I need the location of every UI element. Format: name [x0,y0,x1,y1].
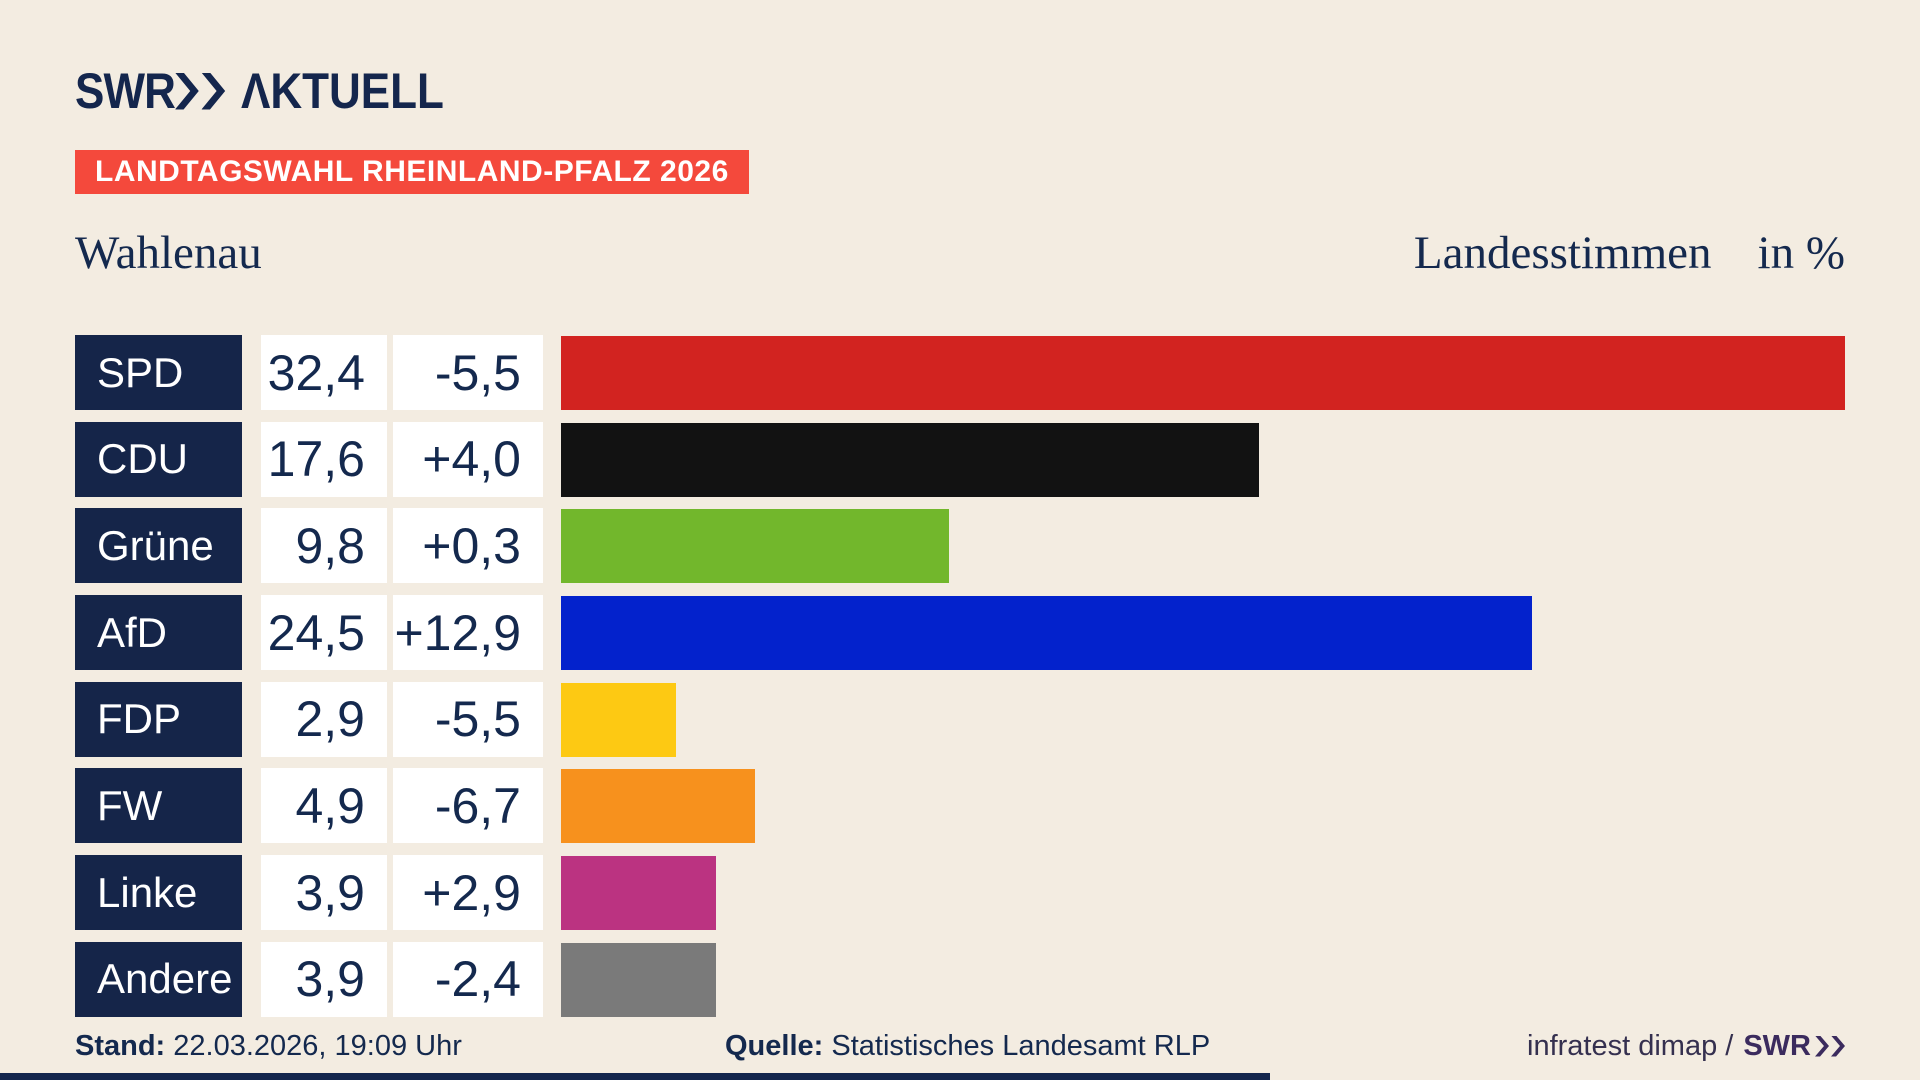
logo-aktuell-text: ΛKTUELL [241,63,444,119]
result-bar [561,336,1845,410]
region-title: Wahlenau [75,227,262,279]
measure-title: Landesstimmen in % [1414,226,1845,280]
result-bar [561,942,716,1017]
logo-swr-text: SWR [75,63,176,119]
change-cell: +4,0 [393,421,543,497]
stand-value: 22.03.2026, 19:09 Uhr [173,1030,462,1062]
unit-label: in % [1757,227,1845,279]
change-cell: -2,4 [393,941,543,1017]
value-cell: 17,6 [261,421,387,497]
value-cell: 24,5 [261,595,387,671]
change-cell: +12,9 [393,595,543,671]
chevron-right-icon [201,72,226,110]
result-bar [561,422,1259,497]
chevron-right-icon [175,72,199,110]
party-label: CDU [75,421,242,497]
footer: Stand: 22.03.2026, 19:09 Uhr Quelle: Sta… [75,1029,1845,1065]
change-cell: +0,3 [393,508,543,584]
party-label: AfD [75,595,242,671]
result-bar [561,509,950,584]
result-bar [561,596,1532,671]
credit-swr-logo: SWR [1743,1030,1811,1062]
source-label: Quelle: [725,1030,824,1062]
party-label: FW [75,768,242,844]
party-label: Grüne [75,508,242,584]
change-cell: -5,5 [393,681,543,757]
result-bar [561,769,756,844]
result-bar [561,682,676,757]
party-label: FDP [75,681,242,757]
value-cell: 3,9 [261,941,387,1017]
value-cell: 2,9 [261,681,387,757]
credit-note: infratest dimap / SWR [1527,1029,1845,1063]
change-cell: -5,5 [393,335,543,410]
stand-label: Stand: [75,1030,166,1062]
swr-aktuell-logo: SWR ΛKTUELL [75,63,444,119]
party-label: Andere [75,941,242,1017]
bottom-accent-strip [0,1073,1270,1080]
title-row: Wahlenau Landesstimmen in % [75,226,1845,280]
party-label: Linke [75,855,242,931]
change-cell: -6,7 [393,768,543,844]
credit-text: infratest dimap / [1527,1030,1734,1062]
party-label: SPD [75,335,242,410]
chevron-right-icon [1815,1035,1829,1057]
value-cell: 4,9 [261,768,387,844]
value-cell: 3,9 [261,855,387,931]
source-note: Quelle: Statistisches Landesamt RLP [725,1029,1210,1063]
election-badge: LANDTAGSWAHL RHEINLAND-PFALZ 2026 [75,150,749,194]
source-value: Statistisches Landesamt RLP [831,1030,1211,1062]
stand-timestamp: Stand: 22.03.2026, 19:09 Uhr [75,1029,462,1063]
value-cell: 9,8 [261,508,387,584]
change-cell: +2,9 [393,855,543,931]
result-bar [561,856,716,931]
chevron-right-icon [1831,1035,1845,1057]
value-cell: 32,4 [261,335,387,410]
measure-label: Landesstimmen [1413,227,1712,279]
